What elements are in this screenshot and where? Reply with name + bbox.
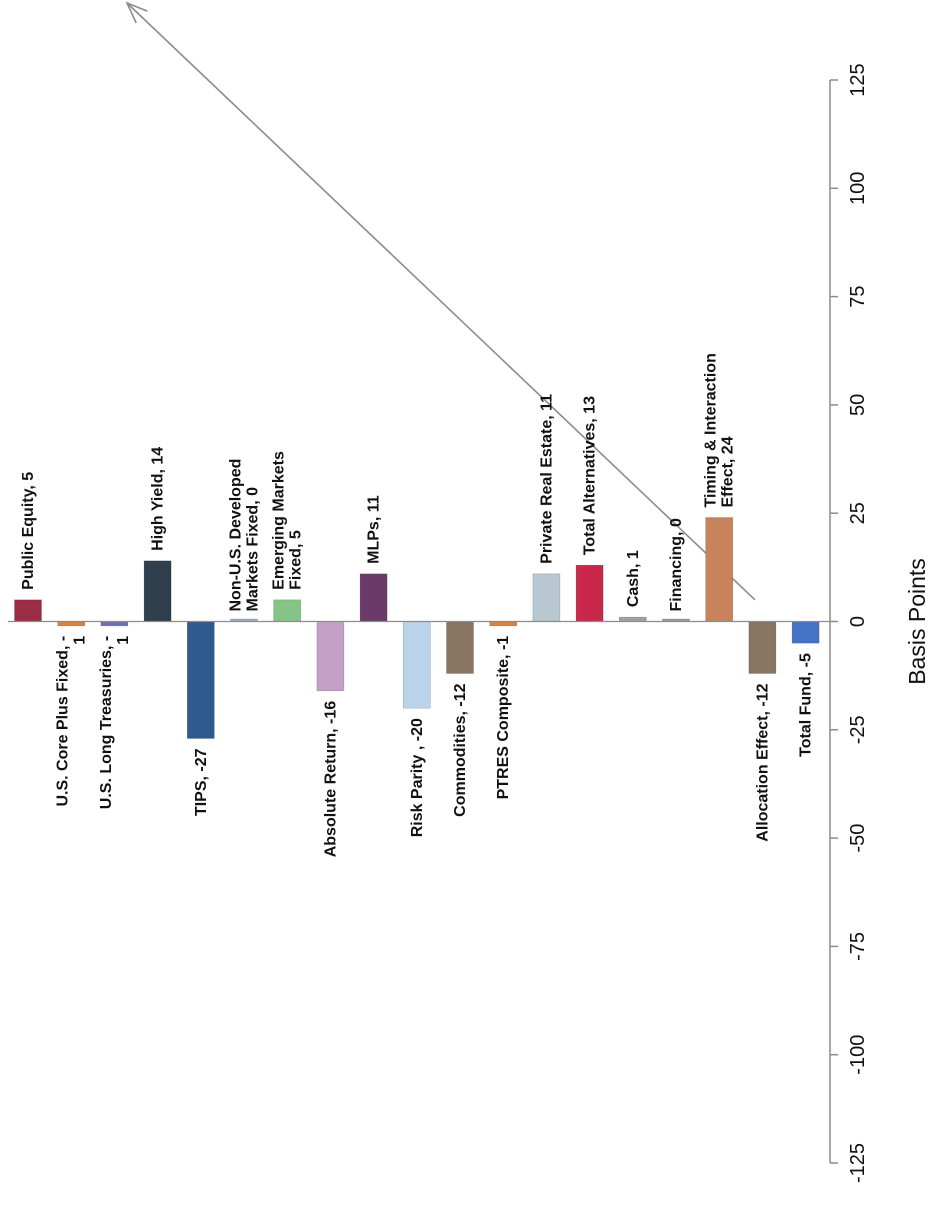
tick-label: 25 [847,502,869,524]
tick-label: 100 [847,172,869,205]
bar [187,621,215,739]
bar [57,621,86,627]
bar [489,621,518,627]
tick-label: 75 [847,285,869,307]
bar [14,599,42,622]
bar [705,517,734,622]
tick-label: -75 [847,932,869,961]
bar [359,573,388,622]
bar-label: Non-U.S. DevelopedMarkets Fixed, 0 [228,459,262,612]
bar [575,564,604,622]
bar [791,621,820,644]
bar-label: Absolute Return, -16 [322,701,339,858]
tick-label: 0 [847,616,869,627]
tick-label: -25 [847,715,869,744]
bar-label: Commodities, -12 [452,683,469,816]
bars [14,517,820,739]
tick-label: -125 [847,1143,869,1183]
bar-label: Public Equity, 5 [20,472,37,590]
arrow-line [126,2,756,601]
bar-label: TIPS, -27 [193,748,210,816]
bar-label: PTRES Composite, -1 [495,636,512,800]
bar-label: Financing, 0 [668,518,685,611]
bar-label: Private Real Estate, 11 [538,394,555,564]
value-axis: -125 -100 -75 -50 -25 0 25 50 75 100 125 [8,63,869,1183]
bar [446,621,474,674]
bar [273,599,302,622]
bar-label: High Yield, 14 [150,447,167,551]
tick-label: 50 [847,394,869,416]
arrow-head [125,1,148,24]
bar-label: Total Fund, -5 [798,653,815,757]
axis-title: Basis Points [904,558,930,685]
bar [532,573,561,622]
bar-label: Risk Parity , -20 [409,718,426,837]
tick-label: -100 [847,1035,869,1075]
bar-label: U.S. Long Treasuries, -1 [98,636,132,809]
bar-label: Allocation Effect, -12 [754,683,771,841]
tick-label: 125 [847,63,869,96]
bar [316,621,345,692]
bar-label: Total Alternatives, 13 [582,396,599,555]
bar [143,560,172,622]
bar-label: Cash, 1 [625,550,642,607]
category-labels: Public Equity, 5 U.S. Core Plus Fixed, -1… [20,353,815,857]
bar-label: U.S. Core Plus Fixed, -1 [55,636,89,807]
tick-label: -50 [847,824,869,853]
bar-label: Timing & InteractionEffect, 24 [703,353,737,507]
bar [100,621,129,627]
bar [618,616,647,622]
bar [748,621,777,674]
bar-label: MLPs, 11 [366,495,383,564]
trend-arrow [125,1,756,601]
bar [402,621,431,709]
bar-label: Emerging MarketsFixed, 5 [271,451,305,590]
